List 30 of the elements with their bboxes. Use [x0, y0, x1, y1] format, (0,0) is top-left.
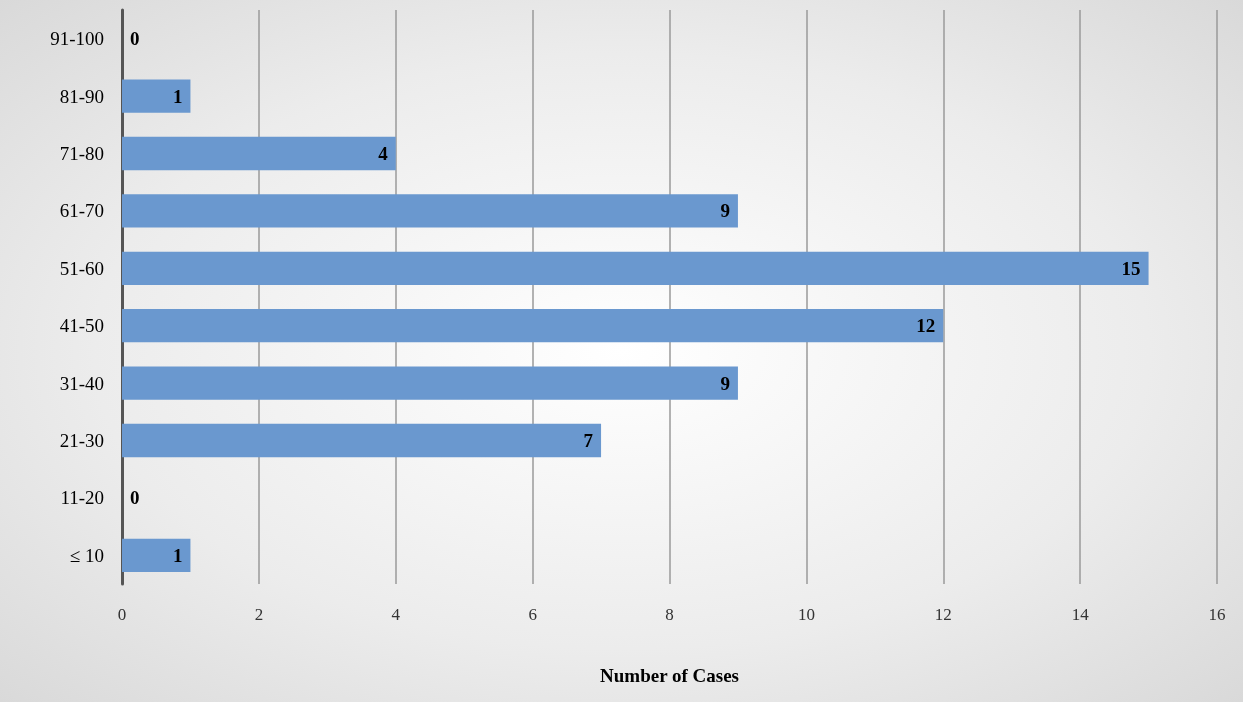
x-tick-label: 0 — [117, 605, 127, 624]
y-tick-label: 91-100 — [50, 28, 104, 50]
x-tick-label: 10 — [797, 605, 815, 624]
data-label: 0 — [130, 28, 140, 50]
y-tick-label: 11-20 — [60, 487, 104, 509]
x-tick-label: 8 — [665, 605, 674, 624]
y-tick-label: 41-50 — [59, 315, 104, 337]
y-tick-label: 31-40 — [59, 372, 104, 394]
y-tick-label: ≤ 10 — [69, 544, 104, 566]
data-label: 9 — [720, 372, 730, 394]
x-tick-label: 6 — [528, 605, 537, 624]
data-label: 1 — [172, 544, 183, 566]
x-tick-label: 12 — [934, 605, 952, 624]
y-tick-label: 71-80 — [59, 143, 104, 164]
data-label: 9 — [720, 200, 730, 222]
y-tick-label: 61-70 — [59, 200, 104, 222]
data-label: 12 — [916, 315, 936, 337]
x-tick-label: 14 — [1071, 605, 1090, 624]
data-label: 15 — [1121, 257, 1141, 279]
y-tick-label: 81-90 — [59, 85, 104, 107]
data-label: 1 — [172, 85, 183, 107]
y-tick-label: 51-60 — [59, 257, 104, 279]
y-tick-label: 21-30 — [59, 430, 104, 451]
data-label: 4 — [378, 143, 389, 164]
data-label: 7 — [583, 430, 594, 451]
x-tick-label: 4 — [391, 605, 401, 624]
x-tick-label: 2 — [254, 605, 264, 624]
x-axis-title: Number of Cases — [600, 665, 739, 686]
data-label: 0 — [130, 487, 140, 509]
x-tick-label: 16 — [1208, 605, 1226, 624]
